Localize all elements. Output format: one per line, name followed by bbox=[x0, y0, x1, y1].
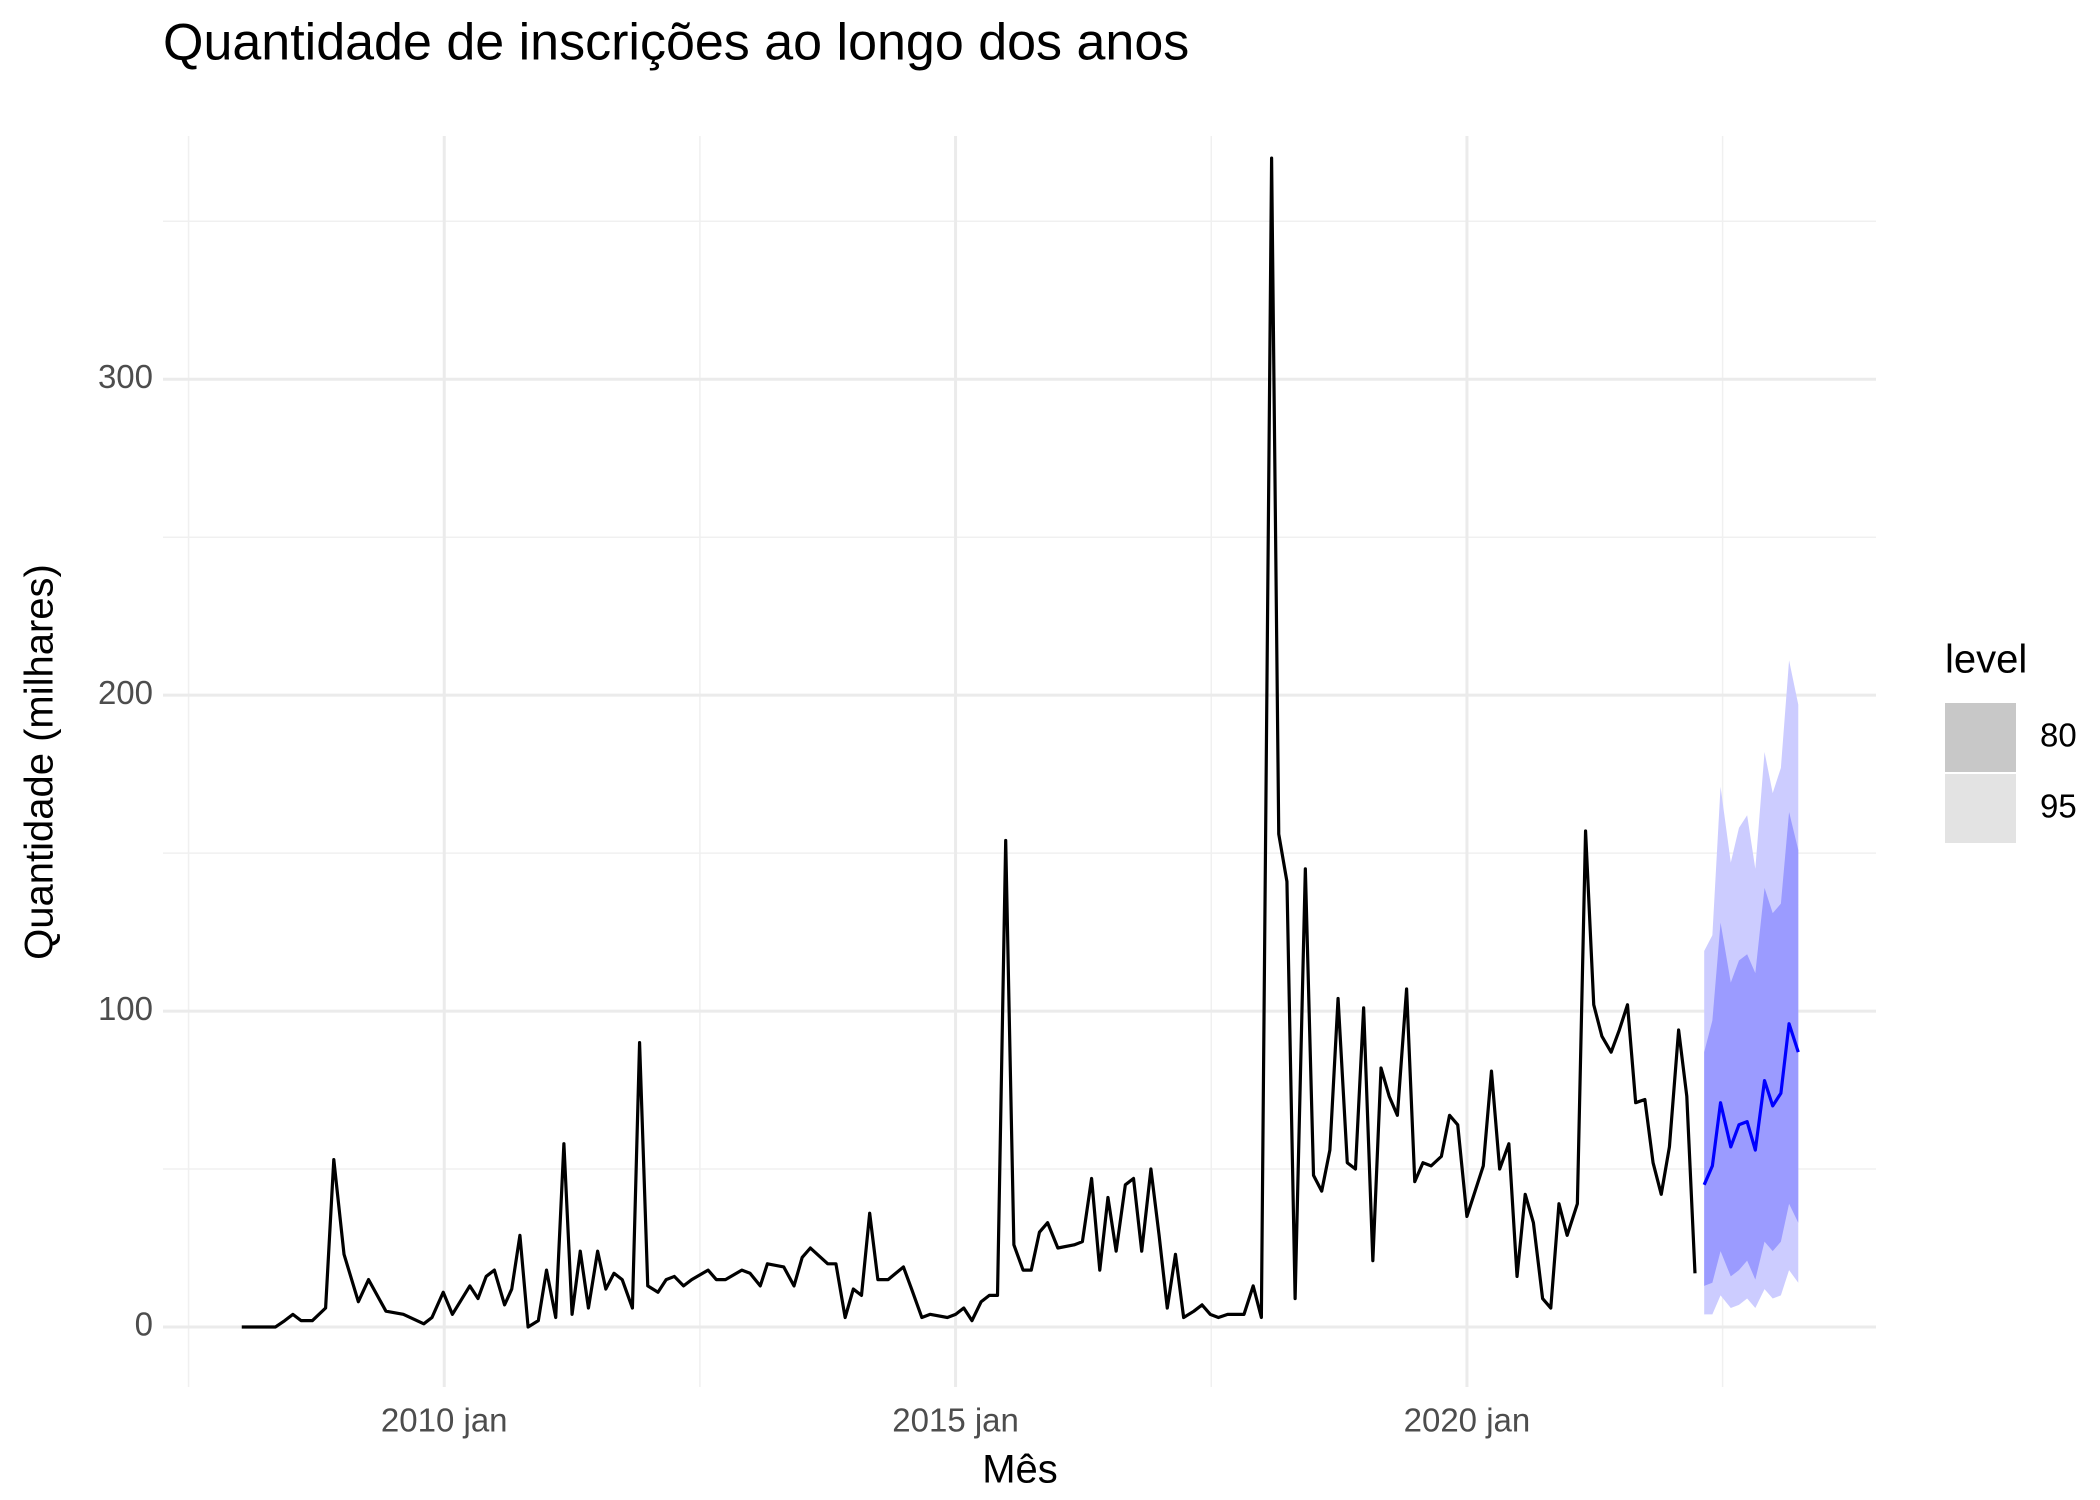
legend-label: 95 bbox=[2040, 788, 2077, 825]
x-tick-label: 2010 jan bbox=[381, 1402, 508, 1439]
forecast-line bbox=[1702, 1022, 1800, 1186]
chart-title: Quantidade de inscrições ao longo dos an… bbox=[163, 14, 1189, 72]
y-tick-label: 100 bbox=[98, 990, 153, 1027]
y-axis-label: Quantidade (milhares) bbox=[18, 564, 62, 960]
x-tick-label: 2015 jan bbox=[892, 1402, 1019, 1439]
legend-swatch bbox=[1945, 703, 2016, 772]
x-tick-label: 2020 jan bbox=[1404, 1402, 1531, 1439]
y-tick-label: 200 bbox=[98, 674, 153, 711]
legend-label: 80 bbox=[2040, 717, 2077, 754]
y-tick-label: 300 bbox=[98, 358, 153, 395]
interval-band bbox=[1704, 812, 1799, 1286]
legend-swatch bbox=[1945, 774, 2016, 843]
history-line bbox=[241, 156, 1697, 1329]
x-axis-label: Mês bbox=[982, 1448, 1058, 1492]
legend-title: level bbox=[1945, 638, 2027, 682]
y-tick-label: 0 bbox=[135, 1306, 153, 1343]
